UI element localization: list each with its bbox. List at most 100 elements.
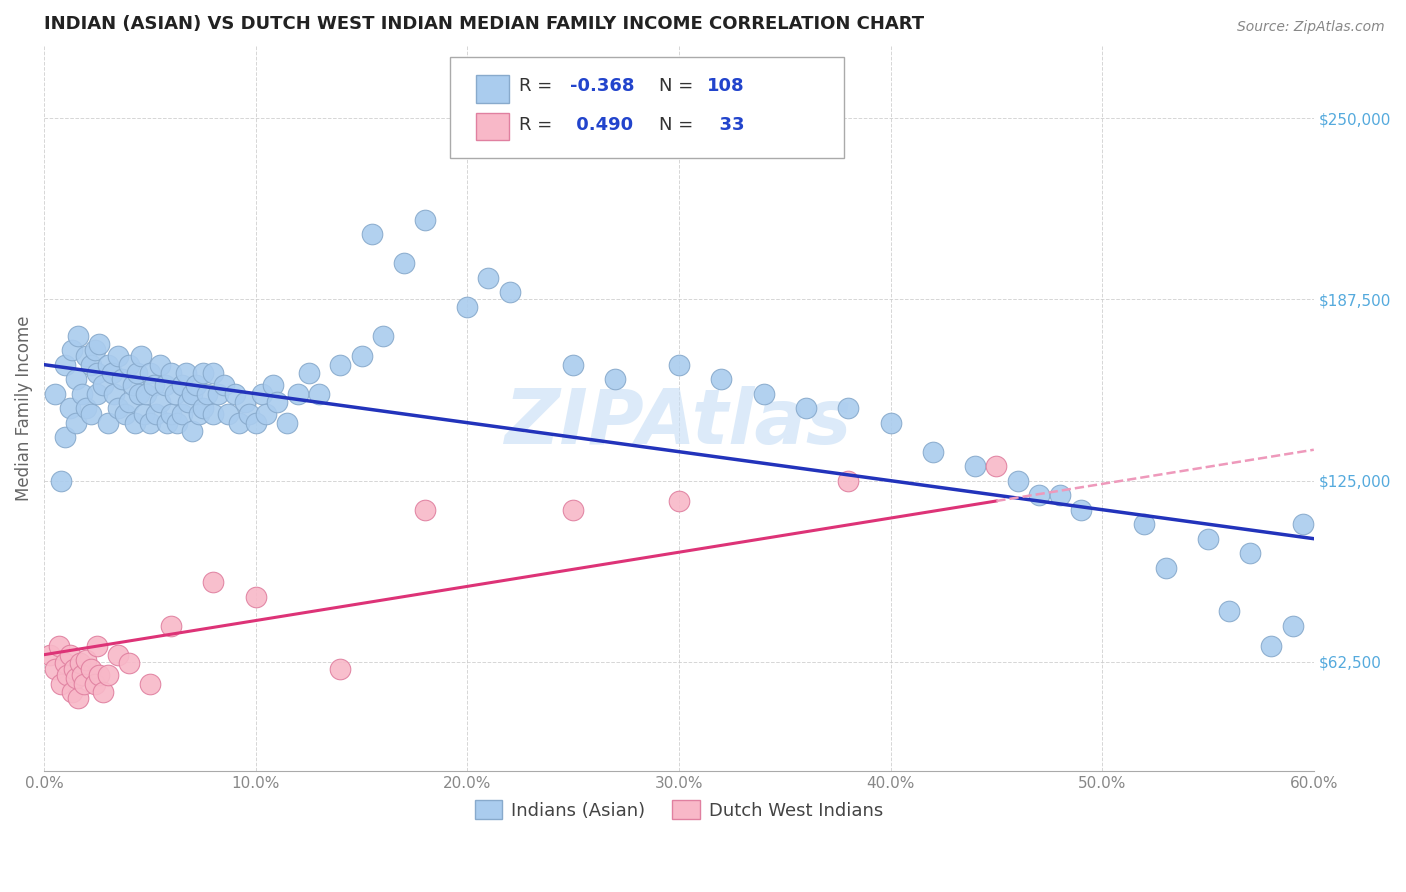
Point xyxy=(86,386,108,401)
Point xyxy=(287,386,309,401)
Point xyxy=(605,372,627,386)
Point xyxy=(65,372,87,386)
Point xyxy=(75,401,97,416)
Text: R =: R = xyxy=(519,116,558,134)
Point xyxy=(139,416,162,430)
Text: Source: ZipAtlas.com: Source: ZipAtlas.com xyxy=(1237,20,1385,34)
Point xyxy=(250,386,273,401)
Point xyxy=(986,459,1008,474)
Point xyxy=(392,256,415,270)
Point xyxy=(1154,560,1177,574)
Point xyxy=(668,358,690,372)
Point xyxy=(350,349,373,363)
Point xyxy=(107,401,129,416)
Point xyxy=(49,474,72,488)
Point xyxy=(254,407,277,421)
Point xyxy=(413,212,436,227)
Point xyxy=(75,349,97,363)
Point xyxy=(837,401,859,416)
FancyBboxPatch shape xyxy=(450,56,844,158)
Point xyxy=(177,395,200,409)
Point xyxy=(83,343,105,358)
Point xyxy=(160,618,183,632)
Point xyxy=(752,386,775,401)
Point xyxy=(75,653,97,667)
Point xyxy=(329,662,352,676)
Point xyxy=(86,639,108,653)
Point xyxy=(127,367,149,381)
Point xyxy=(111,372,134,386)
Point xyxy=(118,395,141,409)
Point xyxy=(122,378,145,392)
Point xyxy=(65,671,87,685)
Point xyxy=(207,386,229,401)
Point xyxy=(44,662,66,676)
Point xyxy=(60,685,83,699)
Text: INDIAN (ASIAN) VS DUTCH WEST INDIAN MEDIAN FAMILY INCOME CORRELATION CHART: INDIAN (ASIAN) VS DUTCH WEST INDIAN MEDI… xyxy=(44,15,924,33)
Point xyxy=(48,639,70,653)
Point xyxy=(245,416,267,430)
Point xyxy=(131,349,153,363)
Point xyxy=(498,285,520,300)
Point xyxy=(879,416,901,430)
Point xyxy=(160,407,183,421)
Point xyxy=(49,676,72,690)
Point xyxy=(101,367,124,381)
Point xyxy=(39,648,62,662)
Point xyxy=(1292,517,1315,532)
Point xyxy=(217,407,239,421)
Text: ZIPAtlas: ZIPAtlas xyxy=(505,385,852,459)
Point xyxy=(170,407,193,421)
Point xyxy=(97,358,120,372)
Point xyxy=(224,386,246,401)
Text: 33: 33 xyxy=(707,116,744,134)
Point xyxy=(44,386,66,401)
Point xyxy=(156,416,179,430)
Point xyxy=(53,657,76,671)
Point xyxy=(837,474,859,488)
Point xyxy=(170,378,193,392)
Point xyxy=(103,386,125,401)
Point xyxy=(562,358,585,372)
Point xyxy=(276,416,298,430)
Point xyxy=(149,358,172,372)
Point xyxy=(965,459,987,474)
Text: N =: N = xyxy=(658,78,699,95)
Point xyxy=(202,367,225,381)
Text: N =: N = xyxy=(658,116,699,134)
Point xyxy=(1049,488,1071,502)
Point xyxy=(66,328,89,343)
Point xyxy=(66,691,89,706)
Point xyxy=(191,401,214,416)
Point xyxy=(62,662,84,676)
Point xyxy=(195,386,218,401)
Y-axis label: Median Family Income: Median Family Income xyxy=(15,316,32,501)
Point xyxy=(456,300,478,314)
Point xyxy=(93,685,115,699)
Legend: Indians (Asian), Dutch West Indians: Indians (Asian), Dutch West Indians xyxy=(468,793,890,827)
Point xyxy=(58,648,80,662)
Point xyxy=(70,386,93,401)
Point xyxy=(191,367,214,381)
Text: 0.490: 0.490 xyxy=(569,116,633,134)
Point xyxy=(298,367,321,381)
Point xyxy=(160,367,183,381)
Point xyxy=(202,575,225,590)
Point xyxy=(86,367,108,381)
Point xyxy=(56,668,79,682)
Point xyxy=(114,407,136,421)
Point xyxy=(132,407,155,421)
Point xyxy=(97,668,120,682)
Point xyxy=(65,416,87,430)
Point xyxy=(1218,604,1240,618)
Point xyxy=(1239,546,1261,560)
Point xyxy=(238,407,260,421)
Point xyxy=(262,378,284,392)
Point xyxy=(139,367,162,381)
Point xyxy=(181,425,204,439)
Point xyxy=(233,395,256,409)
Point xyxy=(266,395,288,409)
Point xyxy=(70,668,93,682)
Point xyxy=(245,590,267,604)
Point xyxy=(477,270,499,285)
